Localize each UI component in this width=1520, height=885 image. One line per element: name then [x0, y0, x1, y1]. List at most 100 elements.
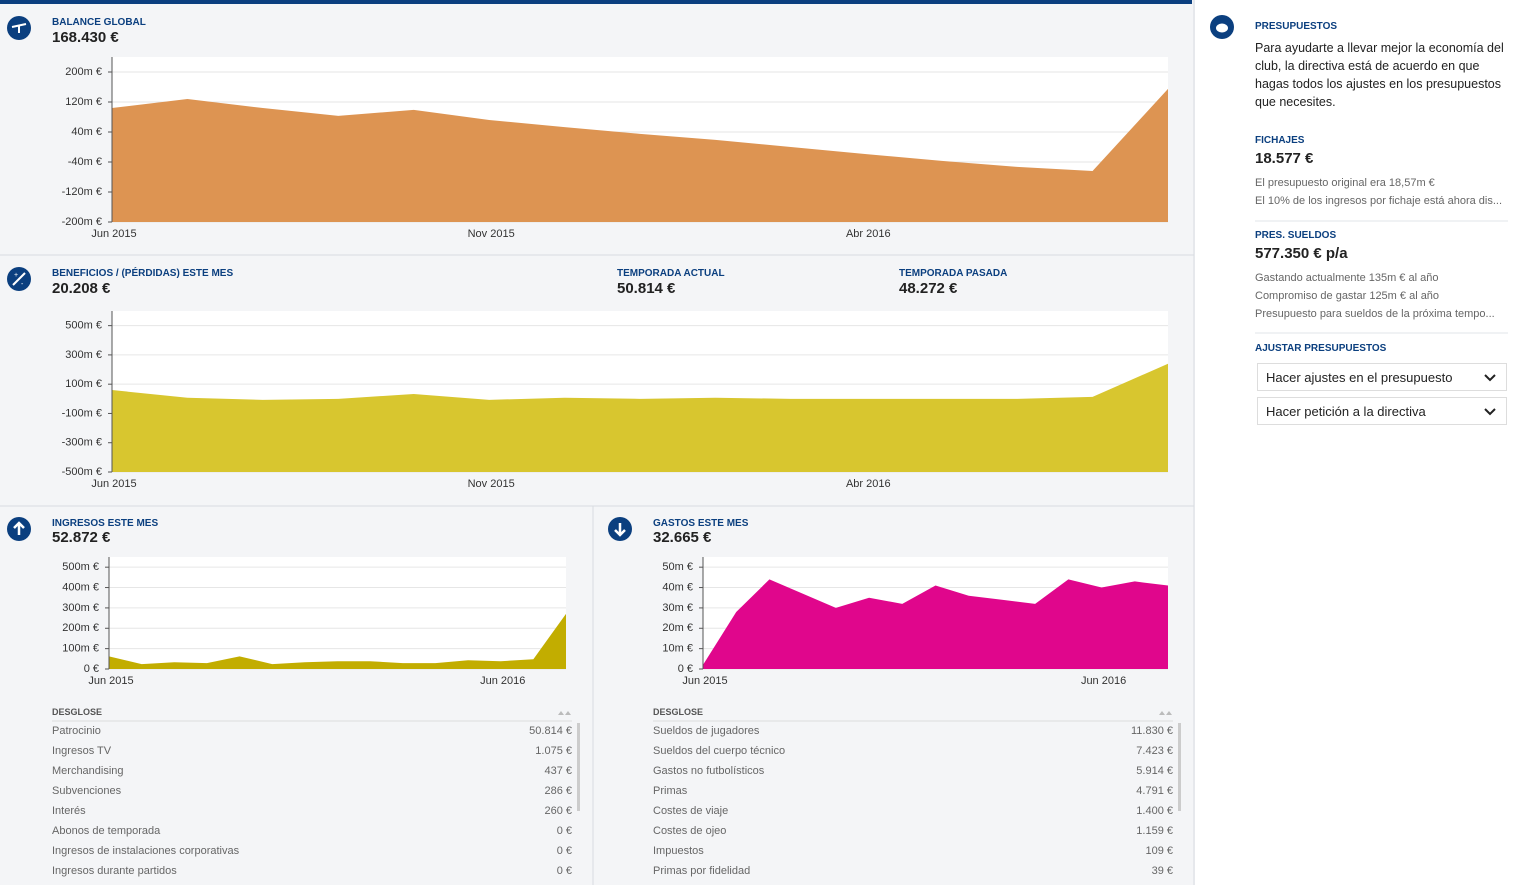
y-tick-label: 400m € [62, 581, 99, 593]
scrollbar [1178, 723, 1181, 811]
y-tick-label: 10m € [662, 643, 693, 655]
value: 577.350 € p/a [1255, 245, 1348, 262]
paragraph: Para ayudarte a llevar mejor la economía… [1255, 41, 1504, 109]
x-tick-label: Jun 2015 [88, 675, 133, 687]
y-tick-label: 40m € [71, 126, 102, 138]
value: 18.577 € [1255, 150, 1314, 167]
y-tick-label: 300m € [62, 602, 99, 614]
y-tick-label: 500m € [65, 320, 102, 332]
row-label: Abonos de temporada [52, 825, 161, 837]
sort-icon [558, 711, 571, 715]
x-tick-label: Nov 2015 [468, 478, 515, 490]
y-tick-label: -100m € [62, 407, 102, 419]
note: Compromiso de gastar 125m € al año [1255, 290, 1440, 302]
y-tick-label: -500m € [62, 466, 102, 478]
tab-underline [0, 0, 1192, 4]
stat-value: 48.272 € [899, 280, 958, 297]
row-value: 7.423 € [1136, 745, 1173, 757]
x-tick-label: Jun 2016 [480, 675, 525, 687]
row-value: 11.830 € [1130, 725, 1173, 737]
dropdown[interactable]: Hacer ajustes en el presupuesto [1257, 363, 1507, 391]
y-tick-label: 300m € [65, 349, 102, 361]
dropdown-label: Hacer ajustes en el presupuesto [1266, 370, 1453, 385]
svg-text:-: - [21, 281, 24, 288]
row-label: Impuestos [653, 845, 704, 857]
y-tick-label: 0 € [678, 663, 693, 675]
row-label: Ingresos TV [52, 745, 112, 757]
row-value: 437 € [544, 765, 572, 777]
row-label: Subvenciones [52, 785, 122, 797]
row-label: Primas por fidelidad [653, 865, 751, 877]
row-value: 109 € [1145, 845, 1173, 857]
y-tick-label: 50m € [662, 561, 693, 573]
title: BALANCE GLOBAL [52, 17, 146, 28]
title: BENEFICIOS / (PÉRDIDAS) ESTE MES [52, 268, 234, 279]
icon [7, 16, 31, 40]
stat-label: TEMPORADA PASADA [899, 268, 1008, 279]
note: El presupuesto original era 18,57m € [1255, 177, 1435, 189]
x-tick-label: Jun 2015 [682, 675, 727, 687]
row-label: Gastos no futbolísticos [653, 765, 765, 777]
icon: +- [7, 267, 31, 291]
value: 52.872 € [52, 529, 111, 546]
row-value: 0 € [556, 865, 572, 877]
y-tick-label: 100m € [65, 378, 102, 390]
x-tick-label: Nov 2015 [468, 228, 515, 240]
row-label: Merchandising [52, 765, 124, 777]
row-label: Sueldos de jugadores [653, 725, 760, 737]
icon [1210, 15, 1234, 39]
row-label: Primas [653, 785, 688, 797]
y-tick-label: -200m € [62, 216, 102, 228]
area [112, 88, 1168, 222]
row-label: Ingresos de instalaciones corporativas [52, 845, 240, 857]
row-label: Costes de ojeo [653, 825, 727, 837]
title: FICHAJES [1255, 135, 1305, 146]
row-value: 39 € [1151, 865, 1173, 877]
row-value: 4.791 € [1136, 785, 1173, 797]
scrollbar [577, 723, 580, 811]
note: Presupuesto para sueldos de la próxima t… [1255, 308, 1495, 320]
icon [608, 517, 632, 541]
row-value: 260 € [544, 805, 572, 817]
area [703, 579, 1168, 669]
row-label: Ingresos durante partidos [52, 865, 177, 877]
value: 20.208 € [52, 280, 111, 297]
y-tick-label: -40m € [68, 156, 102, 168]
x-tick-label: Jun 2015 [91, 228, 136, 240]
row-label: Interés [52, 805, 86, 817]
icon [7, 517, 31, 541]
dropdown[interactable]: Hacer petición a la directiva [1257, 397, 1507, 425]
x-tick-label: Abr 2016 [846, 478, 891, 490]
y-tick-label: -300m € [62, 437, 102, 449]
row-label: Patrocinio [52, 725, 101, 737]
x-tick-label: Jun 2016 [1081, 675, 1126, 687]
stat-value: 50.814 € [617, 280, 676, 297]
title: PRES. SUELDOS [1255, 230, 1337, 241]
stat-label: TEMPORADA ACTUAL [617, 268, 725, 279]
row-value: 1.400 € [1136, 805, 1173, 817]
y-tick-label: 0 € [84, 663, 99, 675]
title: PRESUPUESTOS [1255, 21, 1338, 32]
sort-icon [1159, 711, 1172, 715]
row-value: 1.159 € [1136, 825, 1173, 837]
value: 168.430 € [52, 29, 119, 46]
row-value: 0 € [556, 845, 572, 857]
x-tick-label: Abr 2016 [846, 228, 891, 240]
y-tick-label: 40m € [662, 581, 693, 593]
y-tick-label: 200m € [65, 66, 102, 78]
row-value: 1.075 € [535, 745, 572, 757]
table-header: DESGLOSE [52, 707, 103, 717]
row-label: Costes de viaje [653, 805, 729, 817]
chevron [1484, 374, 1496, 382]
value: 32.665 € [653, 529, 712, 546]
title: AJUSTAR PRESUPUESTOS [1255, 343, 1387, 354]
y-tick-label: 100m € [62, 643, 99, 655]
sidebar-bg [1195, 0, 1520, 885]
x-tick-label: Jun 2015 [91, 478, 136, 490]
note: Gastando actualmente 135m € al año [1255, 272, 1439, 284]
row-value: 286 € [544, 785, 572, 797]
y-tick-label: 200m € [62, 622, 99, 634]
y-tick-label: 120m € [65, 96, 102, 108]
row-value: 5.914 € [1136, 765, 1173, 777]
table-header: DESGLOSE [653, 707, 704, 717]
